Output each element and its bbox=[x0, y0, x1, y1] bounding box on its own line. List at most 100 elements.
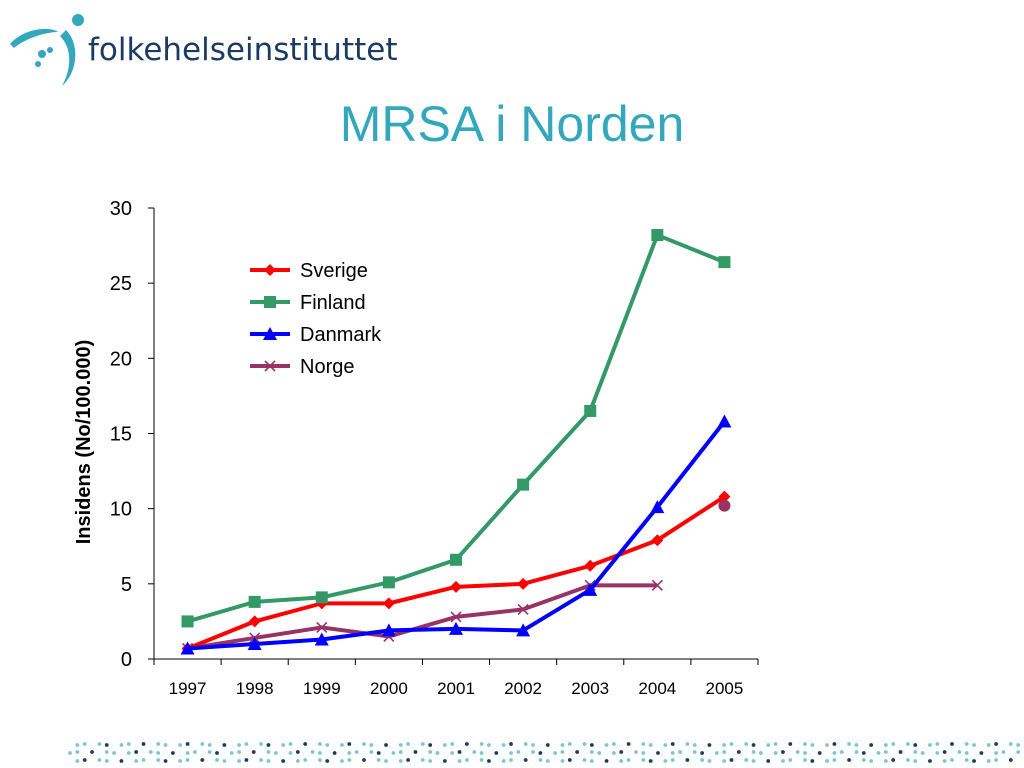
y-tick-label: 20 bbox=[110, 348, 132, 370]
decorative-dot bbox=[318, 751, 322, 755]
decorative-dot bbox=[781, 750, 785, 754]
decorative-dot bbox=[722, 750, 727, 754]
decorative-dot bbox=[171, 751, 175, 755]
decorative-dot bbox=[119, 759, 124, 763]
legend-marker-finland bbox=[264, 296, 276, 308]
decorative-dot bbox=[288, 742, 293, 746]
decorative-dot bbox=[479, 751, 484, 755]
decorative-dot bbox=[714, 751, 719, 755]
y-tick-label: 30 bbox=[110, 198, 132, 220]
decorative-dot bbox=[803, 742, 807, 746]
data-point-extra bbox=[718, 499, 731, 512]
data-point-danmark bbox=[516, 623, 531, 637]
decorative-dot bbox=[509, 751, 513, 755]
decorative-dot bbox=[685, 758, 690, 762]
decorative-dot bbox=[523, 758, 528, 762]
decorative-dot bbox=[692, 750, 697, 754]
decorative-dot bbox=[398, 750, 403, 754]
decorative-dot bbox=[494, 751, 499, 755]
decorative-dot bbox=[472, 750, 477, 754]
decorative-dot bbox=[156, 751, 161, 755]
decorative-dot bbox=[736, 750, 741, 754]
decorative-dot bbox=[295, 750, 300, 754]
decorative-dot bbox=[582, 742, 587, 746]
decorative-dot bbox=[310, 750, 315, 754]
decorative-dot bbox=[340, 759, 344, 763]
decorative-dot bbox=[942, 750, 947, 754]
decorative-dot bbox=[935, 751, 940, 755]
decorative-dot bbox=[266, 750, 271, 754]
decorative-dot bbox=[413, 750, 418, 754]
data-point-sverige bbox=[248, 615, 261, 628]
decorative-dot bbox=[964, 742, 969, 746]
decorative-dot bbox=[751, 743, 756, 747]
decorative-dot bbox=[883, 743, 888, 747]
x-tick-label: 2000 bbox=[370, 679, 408, 698]
decorative-dot bbox=[906, 742, 910, 746]
decorative-dot bbox=[428, 743, 433, 747]
x-tick-label: 1998 bbox=[236, 679, 274, 698]
y-tick-label: 5 bbox=[121, 574, 132, 596]
logo-mark-icon bbox=[10, 14, 84, 86]
x-tick-label: 2004 bbox=[638, 679, 676, 698]
decorative-dot bbox=[457, 759, 462, 763]
decorative-dot bbox=[788, 742, 793, 746]
decorative-dot bbox=[82, 742, 87, 746]
decorative-dot-band bbox=[68, 742, 1021, 763]
decorative-dot bbox=[442, 743, 447, 747]
legend-label-danmark: Danmark bbox=[300, 324, 382, 346]
decorative-dot bbox=[766, 759, 771, 763]
decorative-dot bbox=[259, 758, 263, 762]
chart-axes: 0 5 10 15 20 25 30 1997 1998 1999 2000 2001 2002 2003… bbox=[110, 198, 759, 698]
decorative-dot bbox=[626, 758, 631, 762]
decorative-dot bbox=[825, 743, 829, 747]
decorative-dot bbox=[134, 759, 139, 763]
decorative-dot bbox=[185, 751, 190, 755]
data-point-finland bbox=[382, 576, 395, 589]
decorative-dot bbox=[318, 758, 322, 762]
decorative-dot bbox=[1001, 750, 1006, 754]
decorative-dot bbox=[641, 758, 646, 762]
decorative-dot bbox=[744, 742, 749, 746]
data-point-norge-stroke bbox=[450, 611, 462, 623]
decorative-dot bbox=[347, 751, 352, 755]
chart-series bbox=[180, 229, 732, 655]
decorative-dot bbox=[913, 743, 918, 747]
decorative-dot bbox=[244, 758, 249, 762]
decorative-dot bbox=[509, 742, 513, 746]
decorative-dot bbox=[406, 758, 410, 762]
decorative-dot bbox=[391, 751, 396, 755]
data-point-norge bbox=[450, 611, 462, 623]
legend-label-norge: Norge bbox=[300, 356, 354, 378]
data-point-finland bbox=[181, 615, 194, 628]
decorative-dot bbox=[663, 743, 668, 747]
decorative-dot bbox=[126, 751, 131, 755]
decorative-dot bbox=[700, 751, 704, 755]
decorative-dot bbox=[428, 759, 433, 763]
decorative-dot bbox=[648, 743, 653, 747]
decorative-dot bbox=[663, 759, 668, 763]
decorative-dot bbox=[325, 743, 330, 747]
decorative-dot bbox=[398, 743, 403, 747]
decorative-dot bbox=[751, 750, 756, 754]
decorative-dot bbox=[766, 743, 771, 747]
decorative-dot bbox=[450, 742, 455, 746]
data-point-danmark bbox=[717, 414, 732, 428]
decorative-dot bbox=[288, 751, 293, 755]
decorative-dot bbox=[626, 742, 631, 746]
decorative-dot bbox=[854, 743, 859, 747]
decorative-dot bbox=[560, 750, 565, 754]
decorative-dot bbox=[354, 750, 359, 754]
decorative-dot bbox=[773, 742, 778, 746]
logo: folkehelseinstituttet bbox=[6, 10, 406, 90]
decorative-dot bbox=[810, 743, 815, 747]
decorative-dot bbox=[156, 742, 161, 746]
decorative-dot bbox=[553, 751, 557, 755]
decorative-dot bbox=[244, 742, 249, 746]
decorative-dot bbox=[692, 743, 697, 747]
x-tick-label: 2001 bbox=[437, 679, 475, 698]
decorative-dot bbox=[251, 750, 256, 754]
decorative-dot bbox=[986, 743, 991, 747]
decorative-dot bbox=[986, 759, 991, 763]
